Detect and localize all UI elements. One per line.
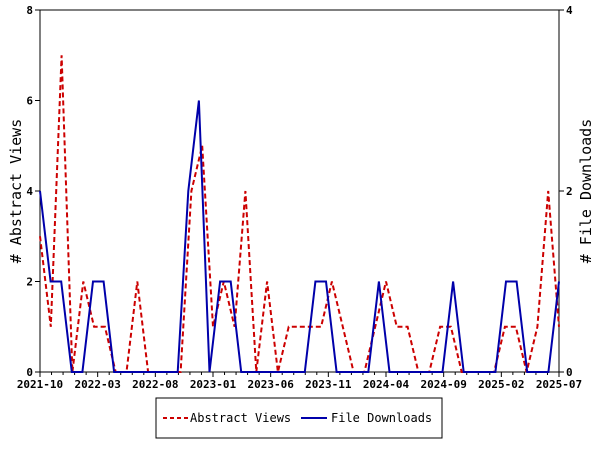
x-tick-label-1: 2022-03 <box>74 378 120 391</box>
y-left-tick-label-2: 4 <box>26 185 33 198</box>
y-right-tick-label-2: 4 <box>566 4 573 17</box>
y-right-tick-label-1: 2 <box>566 185 573 198</box>
y-left-tick-label-4: 8 <box>26 4 33 17</box>
x-tick-label-5: 2023-11 <box>305 378 352 391</box>
series-line-file-downloads <box>39 100 560 373</box>
x-tick-label-4: 2023-06 <box>247 378 294 391</box>
legend-box <box>155 397 443 439</box>
x-tick-label-6: 2024-04 <box>363 378 410 391</box>
y-left-axis-title: # Abstract Views <box>7 119 25 264</box>
series-layer <box>39 55 560 373</box>
x-tick-label-9: 2025-07 <box>536 378 582 391</box>
y-left-tick-label-0: 0 <box>26 366 33 379</box>
y-right-tick-label-0: 0 <box>566 366 573 379</box>
plot-area <box>39 9 560 373</box>
y-right-axis-title: # File Downloads <box>577 119 595 264</box>
legend-label-file-downloads: File Downloads <box>331 411 432 425</box>
y-left-tick-label-1: 2 <box>26 276 33 289</box>
ticks-layer: 0 2 4 6 8 0 2 4 2021-10 2022-03 2022-08 2023-01 2023… <box>17 4 582 391</box>
x-tick-label-3: 2023-01 <box>190 378 237 391</box>
x-tick-label-2: 2022-08 <box>132 378 178 391</box>
x-tick-label-7: 2024-09 <box>420 378 466 391</box>
legend: Abstract Views File Downloads <box>155 397 443 439</box>
y-left-tick-label-3: 6 <box>26 95 33 108</box>
x-tick-label-0: 2021-10 <box>17 378 63 391</box>
x-tick-label-8: 2025-02 <box>478 378 524 391</box>
legend-label-abstract-views: Abstract Views <box>190 411 291 425</box>
